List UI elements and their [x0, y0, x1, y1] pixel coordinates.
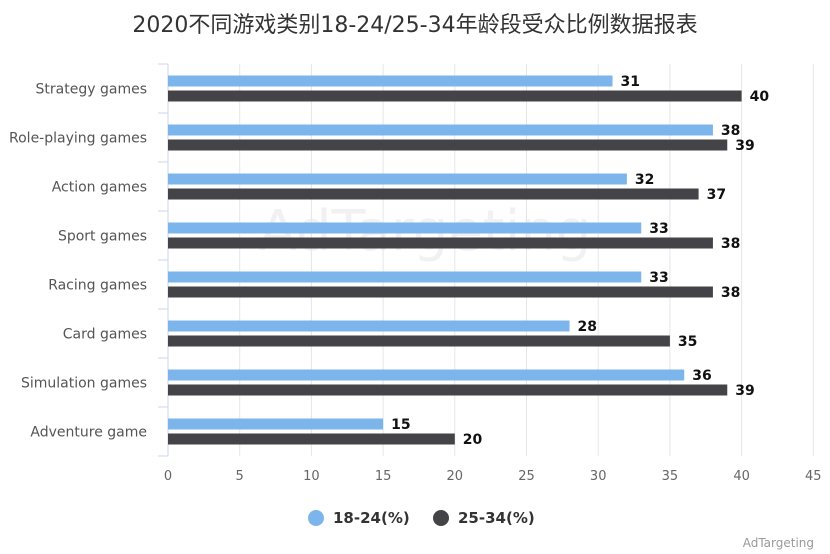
- credit-text: AdTargeting: [743, 536, 814, 550]
- bar-series2: [168, 139, 728, 151]
- category-label: Action games: [52, 180, 147, 196]
- category-label: Simulation games: [21, 376, 147, 392]
- x-tick-label: 30: [590, 469, 607, 484]
- x-tick-label: 25: [518, 469, 535, 484]
- legend[interactable]: 18-24(%) 25-34(%): [308, 509, 535, 527]
- data-label: 39: [735, 383, 754, 399]
- chart-title: 2020不同游戏类别18-24/25-34年龄段受众比例数据报表: [132, 13, 697, 38]
- data-label: 39: [735, 138, 754, 154]
- bar-series2: [168, 384, 728, 396]
- x-tick-label: 10: [303, 469, 320, 484]
- bar-series2: [168, 237, 713, 249]
- legend-marker: [433, 510, 449, 526]
- bar-series1: [168, 418, 384, 430]
- data-label: 32: [635, 172, 654, 188]
- legend-item[interactable]: 25-34(%): [433, 509, 535, 527]
- data-label: 31: [621, 74, 640, 90]
- x-tick-label: 15: [375, 469, 392, 484]
- data-label: 33: [649, 270, 668, 286]
- data-label: 20: [463, 432, 483, 448]
- bars: [168, 75, 742, 445]
- category-label: Card games: [63, 327, 147, 343]
- x-tick-label: 40: [733, 469, 750, 484]
- bar-series2: [168, 90, 742, 102]
- data-label: 38: [721, 123, 740, 139]
- category-label: Racing games: [48, 278, 147, 294]
- data-label: 38: [721, 285, 740, 301]
- bar-series2: [168, 335, 670, 347]
- x-tick-label: 45: [805, 469, 822, 484]
- category-label: Sport games: [58, 229, 147, 245]
- bar-series1: [168, 320, 570, 332]
- x-tick-label: 0: [164, 469, 172, 484]
- bar-series1: [168, 173, 627, 185]
- data-label: 28: [578, 319, 597, 335]
- bar-series1: [168, 75, 613, 87]
- bar-series2: [168, 433, 455, 445]
- data-label: 15: [391, 417, 410, 433]
- category-label: Role-playing games: [9, 131, 147, 147]
- bar-series1: [168, 124, 713, 136]
- axes: 0 5 10 15 20 25 30 35 40 45 Strategy games Role-pla…: [9, 63, 822, 484]
- legend-label: 25-34(%): [458, 509, 535, 527]
- data-label: 37: [707, 187, 726, 203]
- data-label: 33: [649, 221, 668, 237]
- bar-series2: [168, 188, 699, 200]
- bar-series1: [168, 271, 642, 283]
- legend-marker: [308, 510, 324, 526]
- category-label: Strategy games: [36, 82, 147, 98]
- bar-series2: [168, 286, 713, 298]
- data-label: 40: [750, 89, 770, 105]
- legend-item[interactable]: 18-24(%): [308, 509, 410, 527]
- data-label: 35: [678, 334, 697, 350]
- x-tick-label: 35: [662, 469, 679, 484]
- x-tick-label: 20: [447, 469, 464, 484]
- bar-series1: [168, 369, 685, 381]
- legend-label: 18-24(%): [333, 509, 410, 527]
- data-label: 38: [721, 236, 740, 252]
- category-label: Adventure game: [30, 425, 147, 441]
- bar-series1: [168, 222, 642, 234]
- x-tick-label: 5: [236, 469, 244, 484]
- data-label: 36: [692, 368, 711, 384]
